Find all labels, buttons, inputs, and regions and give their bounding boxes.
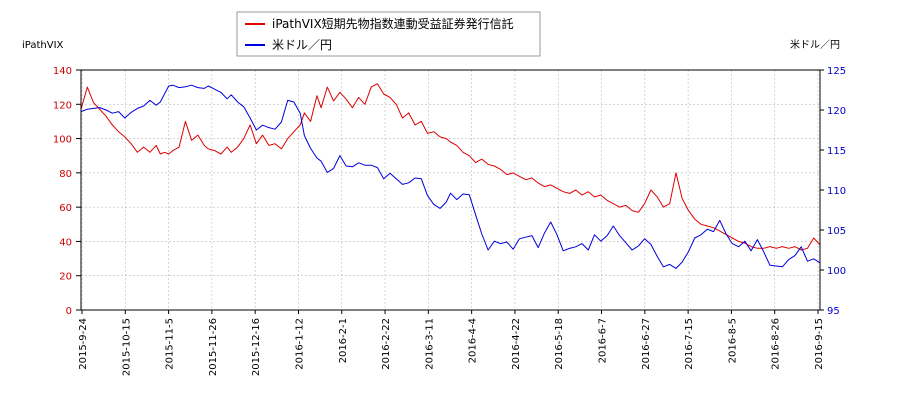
- x-tick-label: 2015-11-5: [165, 318, 176, 370]
- x-tick-label: 2016-2-22: [381, 318, 392, 370]
- x-tick-label: 2016-5-18: [554, 318, 565, 370]
- left-tick-label: 80: [59, 169, 72, 180]
- right-tick-label: 100: [827, 266, 846, 277]
- right-tick-label: 125: [827, 66, 846, 77]
- left-tick-label: 140: [53, 66, 72, 77]
- x-tick-label: 2015-10-15: [121, 318, 132, 376]
- legend-box: [236, 11, 541, 57]
- left-tick-label: 60: [59, 203, 72, 214]
- series-line-usdjpy: [80, 84, 821, 269]
- right-tick-label: 120: [827, 106, 846, 117]
- x-tick-label: 2016-4-22: [511, 318, 522, 370]
- x-tick-label: 2016-3-11: [424, 318, 435, 370]
- left-tick-label: 120: [53, 100, 72, 111]
- x-tick-label: 2016-8-5: [727, 318, 738, 363]
- axes-layer: 0 20 40 60 80 100 120 140 95 100 105 110 115 120 125 20…: [53, 66, 846, 376]
- left-tick-label: 20: [59, 272, 72, 283]
- right-tick-label: 115: [827, 146, 846, 157]
- series-layer: [80, 83, 821, 269]
- x-tick-label: 2016-6-27: [641, 318, 652, 370]
- left-tick-label: 0: [66, 306, 72, 317]
- series-line-vix: [80, 83, 821, 251]
- x-tick-label: 2016-4-4: [468, 318, 479, 363]
- legend-label-usdjpy: 米ドル／円: [272, 38, 332, 52]
- left-axis-title: iPathVIX: [22, 40, 64, 51]
- x-tick-label: 2016-9-15: [814, 318, 825, 370]
- x-tick-label: 2015-12-16: [251, 318, 262, 376]
- right-axis-title: 米ドル／円: [790, 38, 840, 51]
- x-tick-label: 2016-1-12: [294, 318, 305, 370]
- legend: iPathVIX短期先物指数連動受益証券発行信託 米ドル／円: [236, 11, 541, 57]
- right-tick-label: 95: [827, 306, 840, 317]
- legend-label-vix: iPathVIX短期先物指数連動受益証券発行信託: [272, 16, 514, 31]
- x-tick-label: 2015-11-26: [208, 318, 219, 376]
- left-tick-label: 40: [59, 237, 72, 248]
- right-tick-label: 110: [827, 186, 846, 197]
- right-tick-label: 105: [827, 226, 846, 237]
- left-tick-label: 100: [53, 135, 72, 146]
- x-tick-label: 2016-2-1: [338, 318, 349, 363]
- x-tick-label: 2016-6-7: [598, 318, 609, 363]
- x-tick-label: 2016-8-26: [771, 318, 782, 370]
- x-tick-label: 2015-9-24: [78, 318, 89, 370]
- x-tick-label: 2016-7-15: [684, 318, 695, 370]
